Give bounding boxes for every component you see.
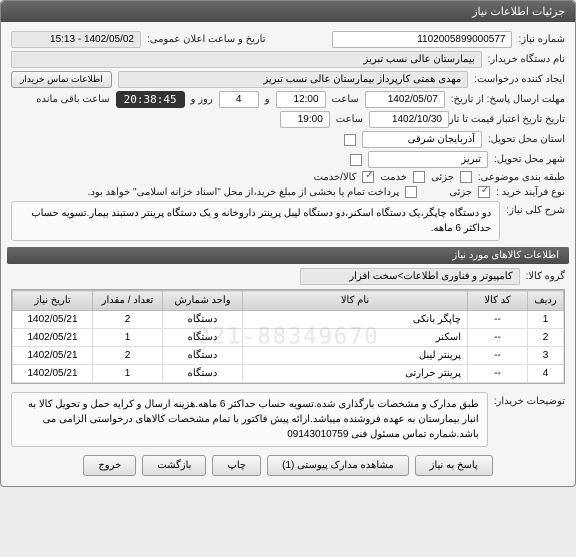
- cell: دستگاه: [163, 311, 243, 329]
- cell: 1: [528, 311, 564, 329]
- cell: 2: [93, 311, 163, 329]
- cell: 1402/05/21: [13, 347, 93, 365]
- cell: دستگاه: [163, 329, 243, 347]
- attachments-button[interactable]: مشاهده مدارک پیوستی (1): [267, 455, 409, 476]
- time-label-1: ساعت: [332, 94, 359, 105]
- validity-time-field: 19:00: [280, 111, 330, 128]
- buyer-note-label: توضیحات خریدار:: [494, 392, 565, 407]
- cell: چاپگر بانکی: [243, 311, 468, 329]
- announce-label: تاریخ و ساعت اعلان عمومی:: [147, 34, 266, 45]
- cat-goods-service-checkbox[interactable]: [362, 171, 374, 183]
- request-no-field: 1102005899000577: [332, 31, 512, 48]
- items-table-body: 1 -- چاپگر بانکی دستگاه 2 1402/05/21 2 -…: [13, 311, 564, 383]
- cell: 1402/05/21: [13, 365, 93, 383]
- pt-jozei-checkbox[interactable]: [478, 186, 490, 198]
- validity-date-field: 1402/10/30: [369, 111, 449, 128]
- print-button[interactable]: چاپ: [212, 455, 261, 476]
- pt-note-label: پرداخت تمام یا بخشی از مبلغ خرید،از محل …: [88, 187, 400, 198]
- city-checkbox[interactable]: [350, 154, 362, 166]
- cell: دستگاه: [163, 347, 243, 365]
- cell: پرینتر حرارتی: [243, 365, 468, 383]
- general-desc-label: شرح کلی نیاز:: [506, 201, 565, 216]
- days-field: 4: [219, 91, 259, 108]
- pt-jozei-label: جزئی: [449, 187, 472, 198]
- category-label: طبقه بندی موضوعی:: [478, 172, 565, 183]
- contact-buyer-button[interactable]: اطلاعات تماس خریدار: [11, 71, 112, 88]
- exit-button[interactable]: خروج: [83, 455, 136, 476]
- buyer-org-field: بیمارستان عالی نسب تبریز: [11, 51, 482, 68]
- province-field: آذربایجان شرقی: [362, 131, 482, 148]
- cell: پرینتر لیبل: [243, 347, 468, 365]
- cat-service-label: خدمت: [380, 172, 407, 183]
- cat-jozei-label: جزئی: [431, 172, 454, 183]
- time-label-2: ساعت: [336, 114, 363, 125]
- pt-note-checkbox[interactable]: [405, 186, 417, 198]
- items-section-header: اطلاعات کالاهای مورد نیاز: [7, 247, 569, 264]
- cell: --: [468, 365, 528, 383]
- requester-field: مهدی همتی کارپرداز بیمارستان عالی نسب تب…: [118, 71, 469, 88]
- back-button[interactable]: بازگشت: [142, 455, 206, 476]
- province-checkbox[interactable]: [344, 134, 356, 146]
- reply-deadline-label: مهلت ارسال پاسخ: از تاریخ:: [451, 94, 565, 105]
- window-title: جزئیات اطلاعات نیاز: [472, 6, 565, 18]
- city-label: شهر محل تحویل:: [494, 154, 565, 165]
- cat-service-checkbox[interactable]: [413, 171, 425, 183]
- days-pre: و: [265, 94, 270, 105]
- reply-date-field: 1402/05/07: [365, 91, 445, 108]
- col-n: ردیف: [528, 291, 564, 311]
- validity-label: تاریخ تاریخ اعتبار قیمت تا تاریخ:: [455, 114, 565, 125]
- cell: --: [468, 347, 528, 365]
- cell: 1402/05/21: [13, 311, 93, 329]
- table-row: 2 -- اسکنر دستگاه 1 1402/05/21: [13, 329, 564, 347]
- cat-jozei-checkbox[interactable]: [460, 171, 472, 183]
- table-row: 3 -- پرینتر لیبل دستگاه 2 1402/05/21: [13, 347, 564, 365]
- reply-time-field: 12:00: [276, 91, 326, 108]
- cat-goods-service-label: کالا/خدمت: [314, 172, 357, 183]
- countdown-post: ساعت باقی مانده: [36, 94, 109, 105]
- cell: دستگاه: [163, 365, 243, 383]
- reply-button[interactable]: پاسخ به نیاز: [415, 455, 493, 476]
- buyer-note-box: طبق مدارک و مشخصات بارگذاری شده.تسویه حس…: [11, 392, 488, 447]
- announce-field: 1402/05/02 - 15:13: [11, 31, 141, 48]
- buyer-org-label: نام دستگاه خریدار:: [488, 54, 565, 65]
- group-label: گروه کالا:: [526, 271, 565, 282]
- window-titlebar: جزئیات اطلاعات نیاز: [1, 1, 575, 22]
- col-code: کد کالا: [468, 291, 528, 311]
- col-name: نام کالا: [243, 291, 468, 311]
- window-content: شماره نیاز: 1102005899000577 تاریخ و ساع…: [1, 22, 575, 486]
- items-table-wrap: ردیف کد کالا نام کالا واحد شمارش تعداد /…: [11, 289, 565, 384]
- province-label: استان محل تحویل:: [488, 134, 565, 145]
- cell: 1: [93, 329, 163, 347]
- col-qty: تعداد / مقدار: [93, 291, 163, 311]
- countdown-timer: 20:38:45: [116, 91, 185, 108]
- group-field: کامپیوتر و فناوری اطلاعات>سخت افزار: [300, 268, 520, 285]
- request-no-label: شماره نیاز:: [518, 34, 565, 45]
- cell: 4: [528, 365, 564, 383]
- details-window: جزئیات اطلاعات نیاز شماره نیاز: 11020058…: [0, 0, 576, 487]
- purchase-type-label: نوع فرآیند خرید :: [496, 187, 565, 198]
- general-desc-box: دو دستگاه چاپگر،یک دستگاه اسکنر،دو دستگا…: [11, 201, 500, 241]
- table-row: 1 -- چاپگر بانکی دستگاه 2 1402/05/21: [13, 311, 564, 329]
- cell: 1: [93, 365, 163, 383]
- table-row: 4 -- پرینتر حرارتی دستگاه 1 1402/05/21: [13, 365, 564, 383]
- table-header-row: ردیف کد کالا نام کالا واحد شمارش تعداد /…: [13, 291, 564, 311]
- footer-buttons: پاسخ به نیاز مشاهده مدارک پیوستی (1) چاپ…: [11, 455, 565, 476]
- col-date: تاریخ نیاز: [13, 291, 93, 311]
- cell: 2: [93, 347, 163, 365]
- col-unit: واحد شمارش: [163, 291, 243, 311]
- days-post: روز و: [191, 94, 213, 105]
- cell: --: [468, 329, 528, 347]
- cell: 2: [528, 329, 564, 347]
- cell: اسکنر: [243, 329, 468, 347]
- cell: 1402/05/21: [13, 329, 93, 347]
- city-field: تبریز: [368, 151, 488, 168]
- requester-label: ایجاد کننده درخواست:: [474, 74, 565, 85]
- cell: --: [468, 311, 528, 329]
- cell: 3: [528, 347, 564, 365]
- items-table: ردیف کد کالا نام کالا واحد شمارش تعداد /…: [12, 290, 564, 383]
